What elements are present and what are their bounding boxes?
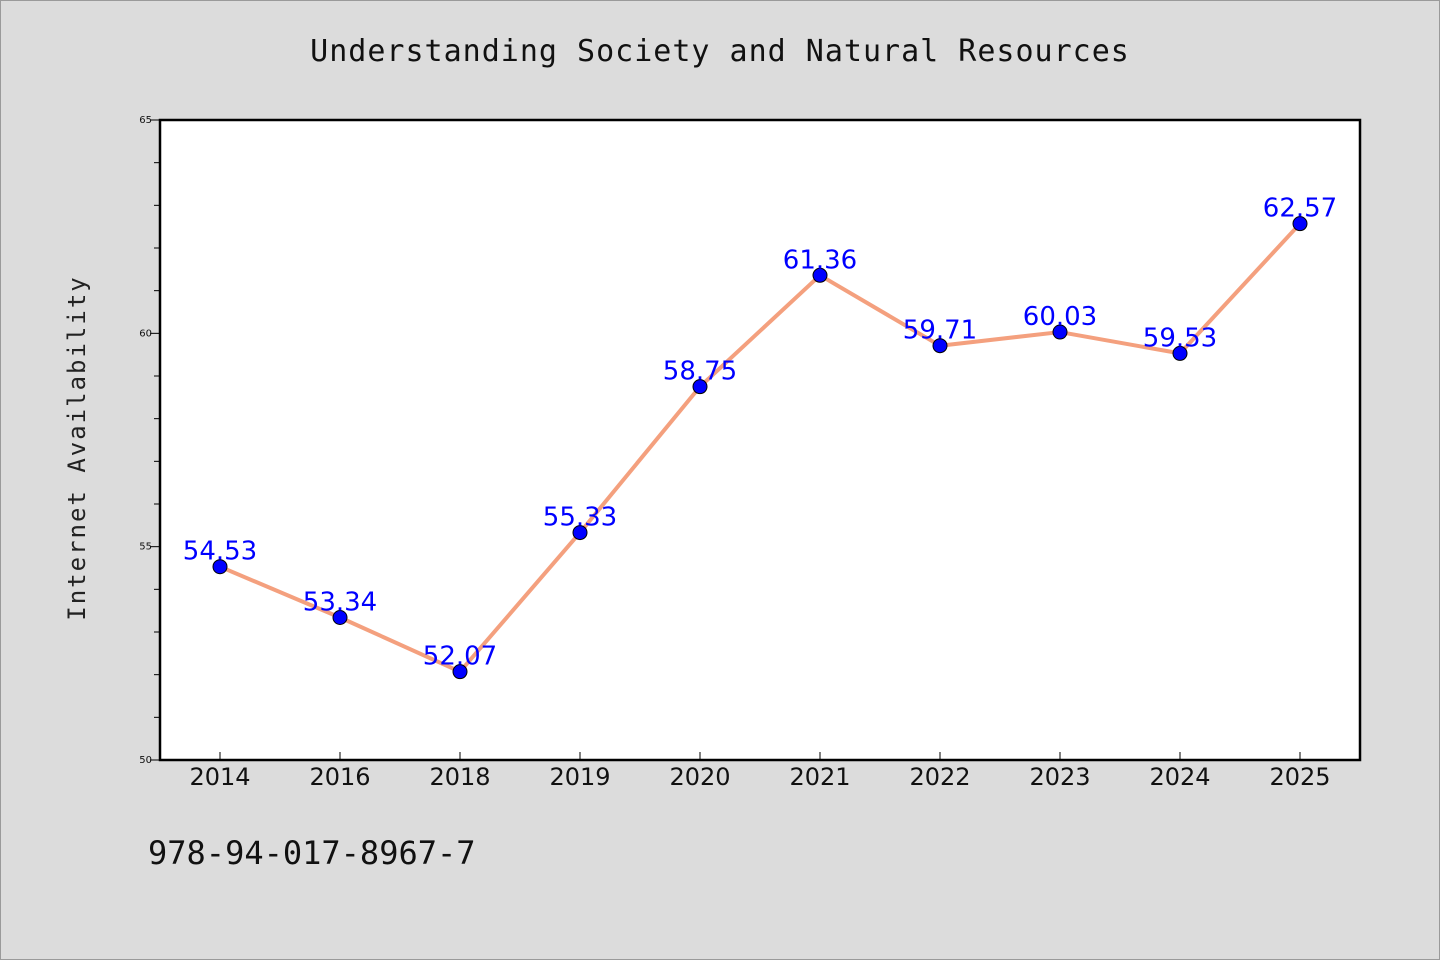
data-label: 53.34 xyxy=(303,587,377,617)
x-tick-label: 2023 xyxy=(1029,763,1090,791)
data-label: 59.71 xyxy=(903,316,977,346)
data-label: 62.57 xyxy=(1263,194,1337,224)
chart-title: Understanding Society and Natural Resour… xyxy=(310,34,1130,69)
data-label: 54.53 xyxy=(183,537,257,567)
data-point xyxy=(572,525,588,541)
data-label: 60.03 xyxy=(1023,302,1097,332)
data-point xyxy=(1172,345,1188,361)
data-label: 61.36 xyxy=(783,245,857,275)
data-point xyxy=(1052,324,1068,340)
data-point xyxy=(692,379,708,395)
data-point xyxy=(452,664,468,680)
y-tick-label: 55 xyxy=(139,542,152,553)
data-point xyxy=(332,609,348,625)
x-tick-label: 2022 xyxy=(909,763,970,791)
y-tick-label: 65 xyxy=(139,115,152,126)
data-label: 52.07 xyxy=(423,642,497,672)
x-tick-label: 2016 xyxy=(309,763,370,791)
data-point xyxy=(1292,216,1308,232)
x-axis-ticks: 2014 2016 2018 2019 2020 2021 2022 2023 2024 2025 xyxy=(189,752,1331,791)
x-tick-label: 2018 xyxy=(429,763,490,791)
data-point xyxy=(932,338,948,354)
data-label: 58.75 xyxy=(663,357,737,387)
series-line xyxy=(218,221,1302,674)
plot-area xyxy=(160,120,1360,760)
plot-border xyxy=(158,118,1362,762)
isbn-footer: 978-94-017-8967-7 xyxy=(148,834,476,872)
x-tick-label: 2024 xyxy=(1149,763,1210,791)
data-label: 59.53 xyxy=(1143,323,1217,353)
x-tick-label: 2020 xyxy=(669,763,730,791)
x-tick-label: 2021 xyxy=(789,763,850,791)
y-tick-label: 50 xyxy=(139,755,152,766)
x-tick-label: 2025 xyxy=(1269,763,1330,791)
data-point xyxy=(212,559,228,575)
data-label: 55.33 xyxy=(543,503,617,533)
series-layer: 54.53 53.34 52.07 55.33 58.75 61.36 59.71 60.03… xyxy=(183,194,1337,680)
y-axis-ticks: 50 55 60 65 xyxy=(139,115,160,766)
y-tick-label: 60 xyxy=(139,328,152,339)
x-tick-label: 2019 xyxy=(549,763,610,791)
data-point xyxy=(812,267,828,283)
x-tick-label: 2014 xyxy=(189,763,250,791)
